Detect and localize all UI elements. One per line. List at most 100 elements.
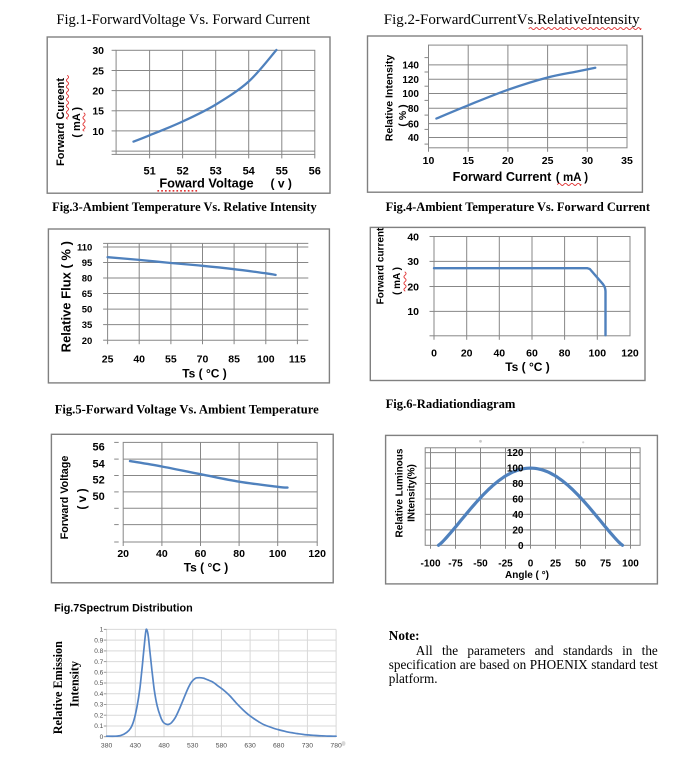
svg-text:Fig.7Spectrum Distribution: Fig.7Spectrum Distribution <box>54 603 193 615</box>
svg-text:0.1: 0.1 <box>94 723 103 730</box>
svg-text:60: 60 <box>195 548 207 560</box>
svg-text:0.6: 0.6 <box>94 670 103 677</box>
svg-text:50: 50 <box>575 559 587 570</box>
svg-text:Fig.1-ForwardVoltage Vs. Forwa: Fig.1-ForwardVoltage Vs. Forward Current <box>56 12 310 28</box>
svg-text:35: 35 <box>82 320 93 331</box>
svg-text:56: 56 <box>93 442 105 454</box>
svg-text:95: 95 <box>82 258 93 269</box>
svg-text:30: 30 <box>581 155 593 167</box>
svg-text:( mA ): ( mA ) <box>556 172 588 184</box>
svg-text:53: 53 <box>210 166 222 178</box>
svg-text:52: 52 <box>93 475 105 487</box>
svg-text:0: 0 <box>518 541 524 552</box>
svg-text:( v ): ( v ) <box>271 177 292 191</box>
svg-text:52: 52 <box>176 166 188 178</box>
svg-text:115: 115 <box>289 354 306 366</box>
svg-text:0.9: 0.9 <box>94 637 103 644</box>
svg-text:Forward Cureent: Forward Cureent <box>55 78 67 166</box>
svg-text:51: 51 <box>143 166 155 178</box>
svg-text:10: 10 <box>423 155 435 167</box>
svg-text:-25: -25 <box>498 559 513 570</box>
svg-text:10: 10 <box>407 306 419 318</box>
svg-text:480: 480 <box>158 743 170 750</box>
svg-text:120: 120 <box>507 448 524 459</box>
svg-text:60: 60 <box>408 119 420 130</box>
svg-text:730: 730 <box>302 743 314 750</box>
svg-text:56: 56 <box>309 166 321 178</box>
svg-text:Fig.5-Forward Voltage Vs. Ambi: Fig.5-Forward Voltage Vs. Ambient Temper… <box>55 403 319 417</box>
svg-text:60: 60 <box>526 348 538 360</box>
svg-text:1: 1 <box>100 627 104 634</box>
svg-text:65: 65 <box>82 289 93 300</box>
svg-text:630: 630 <box>244 743 256 750</box>
svg-text:40: 40 <box>156 548 168 560</box>
svg-text:100: 100 <box>507 464 524 475</box>
svg-text:Relative Flux ( % ): Relative Flux ( % ) <box>59 241 74 352</box>
svg-text:Forward Voltage: Forward Voltage <box>59 456 71 540</box>
svg-text:INtensity(%): INtensity(%) <box>406 464 417 522</box>
svg-text:55: 55 <box>276 166 288 178</box>
svg-text:580: 580 <box>216 743 228 750</box>
svg-text:100: 100 <box>257 354 275 366</box>
svg-text:Fig.3-Ambient Temperature Vs.: Fig.3-Ambient Temperature Vs. Relative I… <box>52 200 317 214</box>
svg-text:0.3: 0.3 <box>94 702 103 709</box>
svg-text:15: 15 <box>92 106 104 118</box>
svg-text:0.7: 0.7 <box>94 659 103 666</box>
svg-text:140: 140 <box>402 61 419 72</box>
svg-text:40: 40 <box>407 231 419 243</box>
svg-text:80: 80 <box>82 274 93 285</box>
svg-text:Relative Luminous: Relative Luminous <box>394 448 405 537</box>
svg-text:35: 35 <box>621 155 633 167</box>
svg-text:80: 80 <box>408 104 420 115</box>
svg-text:40: 40 <box>493 348 505 360</box>
svg-text:( mA ): ( mA ) <box>392 267 403 295</box>
svg-text:20: 20 <box>407 281 419 293</box>
svg-text:Fig.6-Radiationdiagram: Fig.6-Radiationdiagram <box>386 397 516 411</box>
svg-text:40: 40 <box>133 354 145 366</box>
svg-text:80: 80 <box>233 548 245 560</box>
svg-text:0.8: 0.8 <box>94 648 103 655</box>
svg-text:85: 85 <box>228 354 240 366</box>
svg-text:40: 40 <box>512 510 524 521</box>
svg-text:Forward current: Forward current <box>376 227 387 304</box>
svg-text:60: 60 <box>512 495 524 506</box>
svg-text:0.4: 0.4 <box>94 691 103 698</box>
svg-text:100: 100 <box>269 548 287 560</box>
svg-text:0: 0 <box>431 348 437 360</box>
svg-text:Fig.2-ForwardCurrentVs.Relativ: Fig.2-ForwardCurrentVs.RelativeIntensity <box>384 12 640 28</box>
svg-text:70: 70 <box>197 354 209 366</box>
svg-text:Relative Intensity: Relative Intensity <box>384 55 396 142</box>
svg-text:Forward Current: Forward Current <box>453 170 552 184</box>
svg-text:20: 20 <box>92 86 104 98</box>
svg-text:Ts ( °C ): Ts ( °C ) <box>184 561 229 575</box>
svg-text:80: 80 <box>512 479 524 490</box>
svg-text:120: 120 <box>621 348 639 360</box>
svg-text:54: 54 <box>93 458 106 470</box>
svg-text:0.5: 0.5 <box>94 680 103 687</box>
svg-text:0.2: 0.2 <box>94 712 103 719</box>
svg-text:430: 430 <box>130 743 142 750</box>
svg-text:110: 110 <box>77 243 92 254</box>
svg-text:55: 55 <box>165 354 177 366</box>
svg-text:780: 780 <box>330 743 342 750</box>
svg-text:680: 680 <box>273 743 285 750</box>
svg-text:25: 25 <box>102 354 114 366</box>
svg-text:20: 20 <box>461 348 473 360</box>
svg-text:100: 100 <box>402 89 419 100</box>
svg-text:100: 100 <box>622 559 639 570</box>
svg-text:25: 25 <box>92 65 104 77</box>
svg-text:50: 50 <box>82 305 93 316</box>
svg-text:-75: -75 <box>448 559 463 570</box>
svg-text:54: 54 <box>243 166 256 178</box>
svg-text:30: 30 <box>407 256 419 268</box>
svg-text:30: 30 <box>92 45 104 57</box>
svg-text:75: 75 <box>600 559 612 570</box>
svg-text:20: 20 <box>512 526 524 537</box>
svg-text:0: 0 <box>528 559 534 570</box>
svg-text:80: 80 <box>559 348 571 360</box>
svg-text:0: 0 <box>100 734 104 741</box>
svg-text:120: 120 <box>402 75 419 86</box>
svg-text:-50: -50 <box>473 559 488 570</box>
svg-text:Relative Emission: Relative Emission <box>51 641 65 734</box>
svg-text:Foward Voltage: Foward Voltage <box>159 176 253 191</box>
